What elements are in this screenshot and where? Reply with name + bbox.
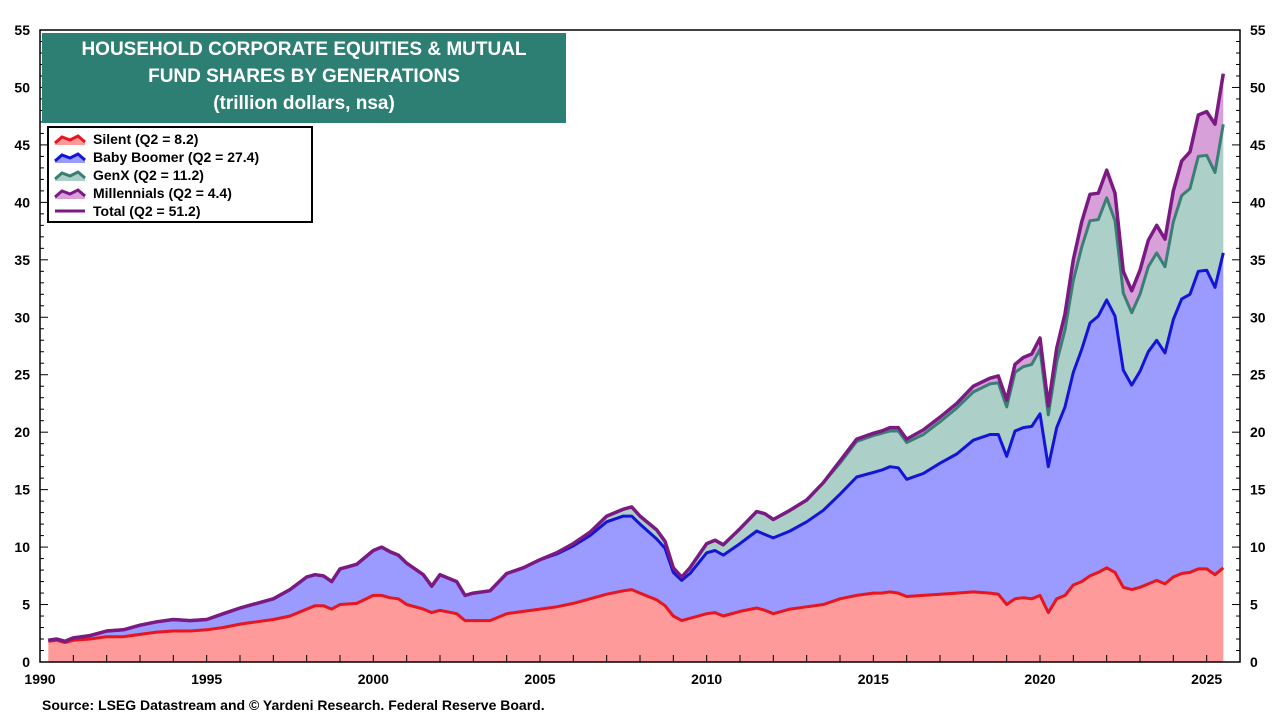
legend-label-millennials: Millennials (Q2 = 4.4)	[93, 185, 232, 201]
source-note: Source: LSEG Datastream and © Yardeni Re…	[42, 697, 545, 713]
x-tick-label: 2025	[1191, 671, 1222, 687]
series-lines	[48, 73, 1226, 644]
legend-item-total: Total (Q2 = 51.2)	[53, 202, 311, 220]
legend-item-silent: Silent (Q2 = 8.2)	[53, 130, 311, 148]
legend-label-total: Total (Q2 = 51.2)	[93, 203, 201, 219]
x-tick-label: 1990	[24, 671, 55, 687]
legend-label-baby-boomer: Baby Boomer (Q2 = 27.4)	[93, 149, 260, 165]
line-millennials	[48, 73, 1226, 644]
x-tick-label: 1995	[191, 671, 222, 687]
y-tick-label-right: 10	[1250, 539, 1266, 555]
y-tick-label-left: 25	[14, 367, 30, 383]
y-tick-label-right: 25	[1250, 367, 1266, 383]
y-tick-label-left: 35	[14, 252, 30, 268]
x-tick-label: 2020	[1024, 671, 1055, 687]
y-tick-label-right: 20	[1250, 424, 1266, 440]
y-axis-left: 0 5 10 15 20 25 30 35 40 45 50 55	[14, 22, 48, 670]
legend-swatch-millennials	[54, 188, 86, 199]
y-tick-label-left: 55	[14, 22, 30, 38]
legend-swatch-genx	[54, 170, 86, 181]
legend-label-genx: GenX (Q2 = 11.2)	[93, 167, 204, 183]
area-silent	[48, 567, 1224, 662]
y-tick-label-right: 50	[1250, 79, 1266, 95]
legend-item-genx: GenX (Q2 = 11.2)	[53, 166, 311, 184]
chart-subtitle: (trillion dollars, nsa)	[213, 93, 395, 114]
y-tick-label-right: 45	[1250, 137, 1266, 153]
legend-swatch-silent	[54, 134, 86, 145]
x-axis: 1990 1995 2000 2005 2010 2015 2020 2025	[24, 655, 1241, 687]
y-tick-label-left: 40	[14, 194, 30, 210]
legend-swatch-baby-boomer	[54, 152, 86, 163]
chart-title: HOUSEHOLD CORPORATE EQUITIES & MUTUAL	[81, 39, 527, 60]
x-tick-label: 2010	[691, 671, 722, 687]
y-tick-label-left: 20	[14, 424, 30, 440]
y-tick-label-left: 0	[22, 654, 30, 670]
x-tick-label: 2015	[858, 671, 889, 687]
y-tick-label-right: 35	[1250, 252, 1266, 268]
legend-item-millennials: Millennials (Q2 = 4.4)	[53, 184, 311, 202]
line-silent	[48, 566, 1225, 644]
x-tick-label: 2000	[358, 671, 389, 687]
y-tick-label-right: 0	[1250, 654, 1258, 670]
y-tick-label-right: 40	[1250, 194, 1266, 210]
legend-item-baby-boomer: Baby Boomer (Q2 = 27.4)	[53, 148, 311, 166]
y-tick-label-left: 15	[14, 482, 30, 498]
y-tick-label-left: 50	[14, 79, 30, 95]
stacked-areas	[48, 73, 1224, 662]
area-baby-boomer	[48, 252, 1224, 643]
legend-label-silent: Silent (Q2 = 8.2)	[93, 131, 199, 147]
x-tick-label: 2005	[524, 671, 555, 687]
legend: Silent (Q2 = 8.2) Baby Boomer (Q2 = 27.4…	[47, 126, 313, 223]
y-tick-label-right: 55	[1250, 22, 1266, 38]
y-tick-label-left: 5	[22, 597, 30, 613]
y-tick-label-right: 15	[1250, 482, 1266, 498]
chart-title-line2: FUND SHARES BY GENERATIONS	[148, 66, 460, 87]
y-tick-label-left: 10	[14, 539, 30, 555]
chart-title-box: HOUSEHOLD CORPORATE EQUITIES & MUTUAL FU…	[42, 33, 566, 123]
y-tick-label-right: 5	[1250, 597, 1258, 613]
y-tick-label-left: 45	[14, 137, 30, 153]
y-tick-label-right: 30	[1250, 309, 1266, 325]
y-tick-label-left: 30	[14, 309, 30, 325]
legend-swatch-total	[55, 209, 85, 213]
y-axis-right: 0 5 10 15 20 25 30 35 40 45 50 55	[1232, 22, 1266, 670]
